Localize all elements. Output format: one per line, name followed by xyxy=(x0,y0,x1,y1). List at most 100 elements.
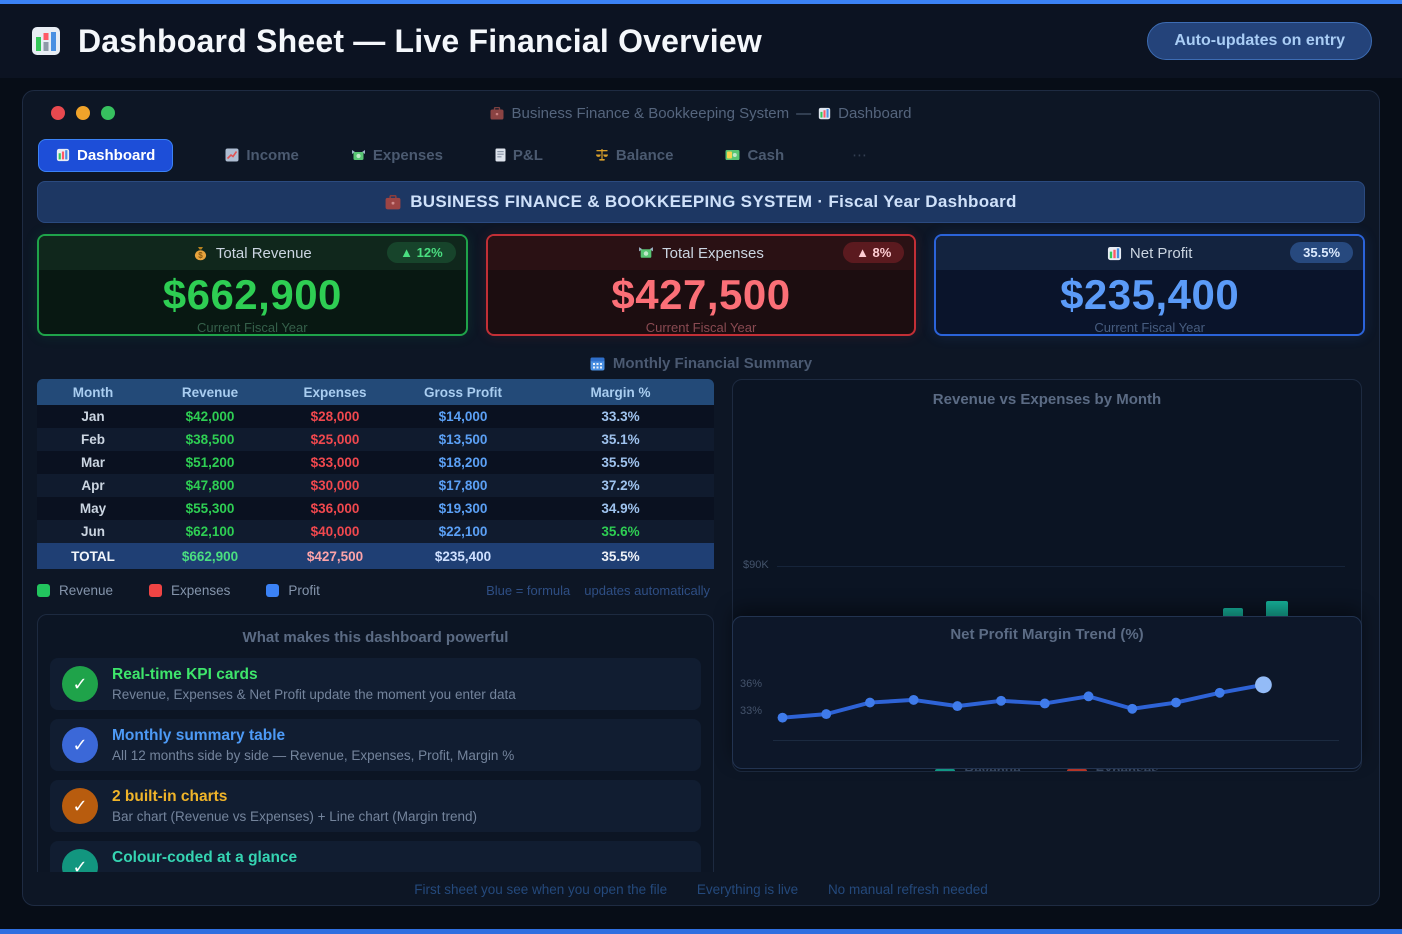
cell-expenses: $36,000 xyxy=(271,497,399,520)
legend-item-expenses: Expenses xyxy=(149,583,230,598)
col-header-expenses: Expenses xyxy=(271,379,399,405)
tab-balance[interactable]: Balance xyxy=(595,146,674,164)
kpi-label: Net Profit xyxy=(1129,244,1193,262)
kpi-card-total-expenses: Total Expenses ▲ 8% $427,500 Current Fis… xyxy=(485,234,917,336)
tab-expenses[interactable]: Expenses xyxy=(351,147,443,164)
cell-revenue: $42,000 xyxy=(149,405,271,428)
tab-dashboard[interactable]: Dashboard xyxy=(38,138,174,172)
margin-trend-chart-panel: Net Profit Margin Trend (%) 36% 33% xyxy=(732,616,1362,769)
app-bar-chart-icon xyxy=(32,27,60,55)
money-with-wings-icon xyxy=(351,149,365,160)
cell-gross-profit: $18,200 xyxy=(399,451,527,474)
cell-margin: 35.5% xyxy=(527,451,714,474)
chart-increasing-icon xyxy=(225,148,239,162)
tab-label: Cash xyxy=(747,146,785,164)
close-button[interactable] xyxy=(51,106,65,120)
minimize-button[interactable] xyxy=(76,106,90,120)
money-bag-icon: $ xyxy=(194,246,206,260)
features-panel: What makes this dashboard powerful ✓ Rea… xyxy=(37,614,714,872)
line-chart-ytick-33: 33% xyxy=(740,705,763,717)
cell-revenue: $51,200 xyxy=(149,451,271,474)
window-footer: First sheet you see when you open the fi… xyxy=(23,882,1379,897)
monthly-summary-table: Month Revenue Expenses Gross Profit Marg… xyxy=(37,379,714,569)
window-title-sheet: Dashboard xyxy=(838,104,912,122)
kpi-percent-badge: 35.5% xyxy=(1290,242,1354,263)
check-icon: ✓ xyxy=(62,727,98,763)
check-icon: ✓ xyxy=(62,849,98,872)
cell-margin: 37.2% xyxy=(527,474,714,497)
window-title-app: Business Finance & Bookkeeping System xyxy=(511,104,790,122)
kpi-value: $662,900 xyxy=(162,271,342,318)
cell-total-revenue: $662,900 xyxy=(149,543,271,569)
col-header-month: Month xyxy=(37,379,149,405)
cell-total-margin: 35.5% xyxy=(527,543,714,569)
cell-expenses: $33,000 xyxy=(271,451,399,474)
cell-gross-profit: $13,500 xyxy=(399,428,527,451)
feature-title: 2 built-in charts xyxy=(112,788,228,805)
legend-item-revenue: Revenue xyxy=(37,583,113,598)
briefcase-icon xyxy=(490,106,504,119)
tab-label: Income xyxy=(246,146,299,164)
col-header-revenue: Revenue xyxy=(149,379,271,405)
top-accent-bar xyxy=(0,0,1402,4)
left-column: Month Revenue Expenses Gross Profit Marg… xyxy=(37,379,714,872)
banknote-icon xyxy=(725,150,740,160)
tab-cash[interactable]: Cash xyxy=(725,147,784,164)
tab-label: Balance xyxy=(615,146,674,164)
money-with-wings-icon xyxy=(639,247,654,258)
table-row: May $55,300 $36,000 $19,300 34.9% xyxy=(37,497,714,520)
table-row: Jan $42,000 $28,000 $14,000 33.3% xyxy=(37,405,714,428)
page-title: Dashboard Sheet — Live Financial Overvie… xyxy=(78,22,762,59)
legend-label: Revenue xyxy=(59,582,114,598)
cell-revenue: $55,300 xyxy=(149,497,271,520)
window-title-separator: — xyxy=(796,104,812,122)
summary-title-text: Monthly Financial Summary xyxy=(612,354,813,372)
cell-gross-profit: $17,800 xyxy=(399,474,527,497)
margin-trend-svg xyxy=(777,676,1272,723)
kpi-delta-badge: ▲ 8% xyxy=(843,242,905,263)
tab-income[interactable]: Income xyxy=(225,147,299,164)
legend-item-profit: Profit xyxy=(266,583,320,598)
feature-title: Colour-coded at a glance xyxy=(112,849,298,866)
cell-gross-profit: $19,300 xyxy=(399,497,527,520)
cell-total-label: TOTAL xyxy=(37,543,149,569)
formula-note: Blue = formula updates automatically xyxy=(486,583,714,598)
cell-margin: 34.9% xyxy=(527,497,714,520)
expenses-swatch-icon xyxy=(149,583,163,597)
kpi-subtitle: Current Fiscal Year xyxy=(1094,320,1205,335)
feature-item-builtin-charts: ✓ 2 built-in charts Bar chart (Revenue v… xyxy=(50,780,701,832)
cell-revenue: $38,500 xyxy=(149,428,271,451)
tab-pl[interactable]: P&L xyxy=(495,147,543,164)
revenue-bar xyxy=(1266,601,1288,616)
features-title: What makes this dashboard powerful xyxy=(242,629,509,646)
feature-desc: Bar chart (Revenue vs Expenses) + Line c… xyxy=(112,809,478,824)
revenue-bar xyxy=(1223,608,1243,616)
kpi-card-net-profit: Net Profit 35.5% $235,400 Current Fiscal… xyxy=(934,234,1366,336)
feature-desc: Revenue, Expenses & Net Profit update th… xyxy=(112,687,516,702)
cell-month: Apr xyxy=(37,474,149,497)
cell-revenue: $47,800 xyxy=(149,474,271,497)
app-header: Dashboard Sheet — Live Financial Overvie… xyxy=(0,4,1402,78)
feature-title: Real-time KPI cards xyxy=(112,666,258,683)
kpi-subtitle: Current Fiscal Year xyxy=(197,320,308,335)
banner-text: BUSINESS FINANCE & BOOKKEEPING SYSTEM · … xyxy=(410,192,1017,211)
kpi-subtitle: Current Fiscal Year xyxy=(645,320,757,335)
tabs-overflow-indicator[interactable]: ⋯ xyxy=(852,147,870,164)
window-title: Business Finance & Bookkeeping System — … xyxy=(37,105,1365,122)
bar-chart-icon xyxy=(818,107,831,119)
legend-label: Expenses xyxy=(171,582,231,598)
kpi-value: $235,400 xyxy=(1060,271,1240,318)
briefcase-icon xyxy=(385,194,401,209)
auto-updates-badge[interactable]: Auto-updates on entry xyxy=(1147,22,1372,60)
col-header-margin: Margin % xyxy=(527,379,714,405)
kpi-label: Total Revenue xyxy=(215,244,312,262)
cell-month: Mar xyxy=(37,451,149,474)
kpi-row: $ Total Revenue ▲ 12% $662,900 Current F… xyxy=(37,234,1366,336)
axis-baseline xyxy=(773,740,1339,741)
cell-expenses: $25,000 xyxy=(271,428,399,451)
bottom-accent-bar xyxy=(0,929,1402,934)
maximize-button[interactable] xyxy=(101,106,115,120)
cell-expenses: $28,000 xyxy=(271,405,399,428)
balance-scale-icon xyxy=(595,149,608,161)
window-titlebar: Business Finance & Bookkeeping System — … xyxy=(37,91,1365,135)
